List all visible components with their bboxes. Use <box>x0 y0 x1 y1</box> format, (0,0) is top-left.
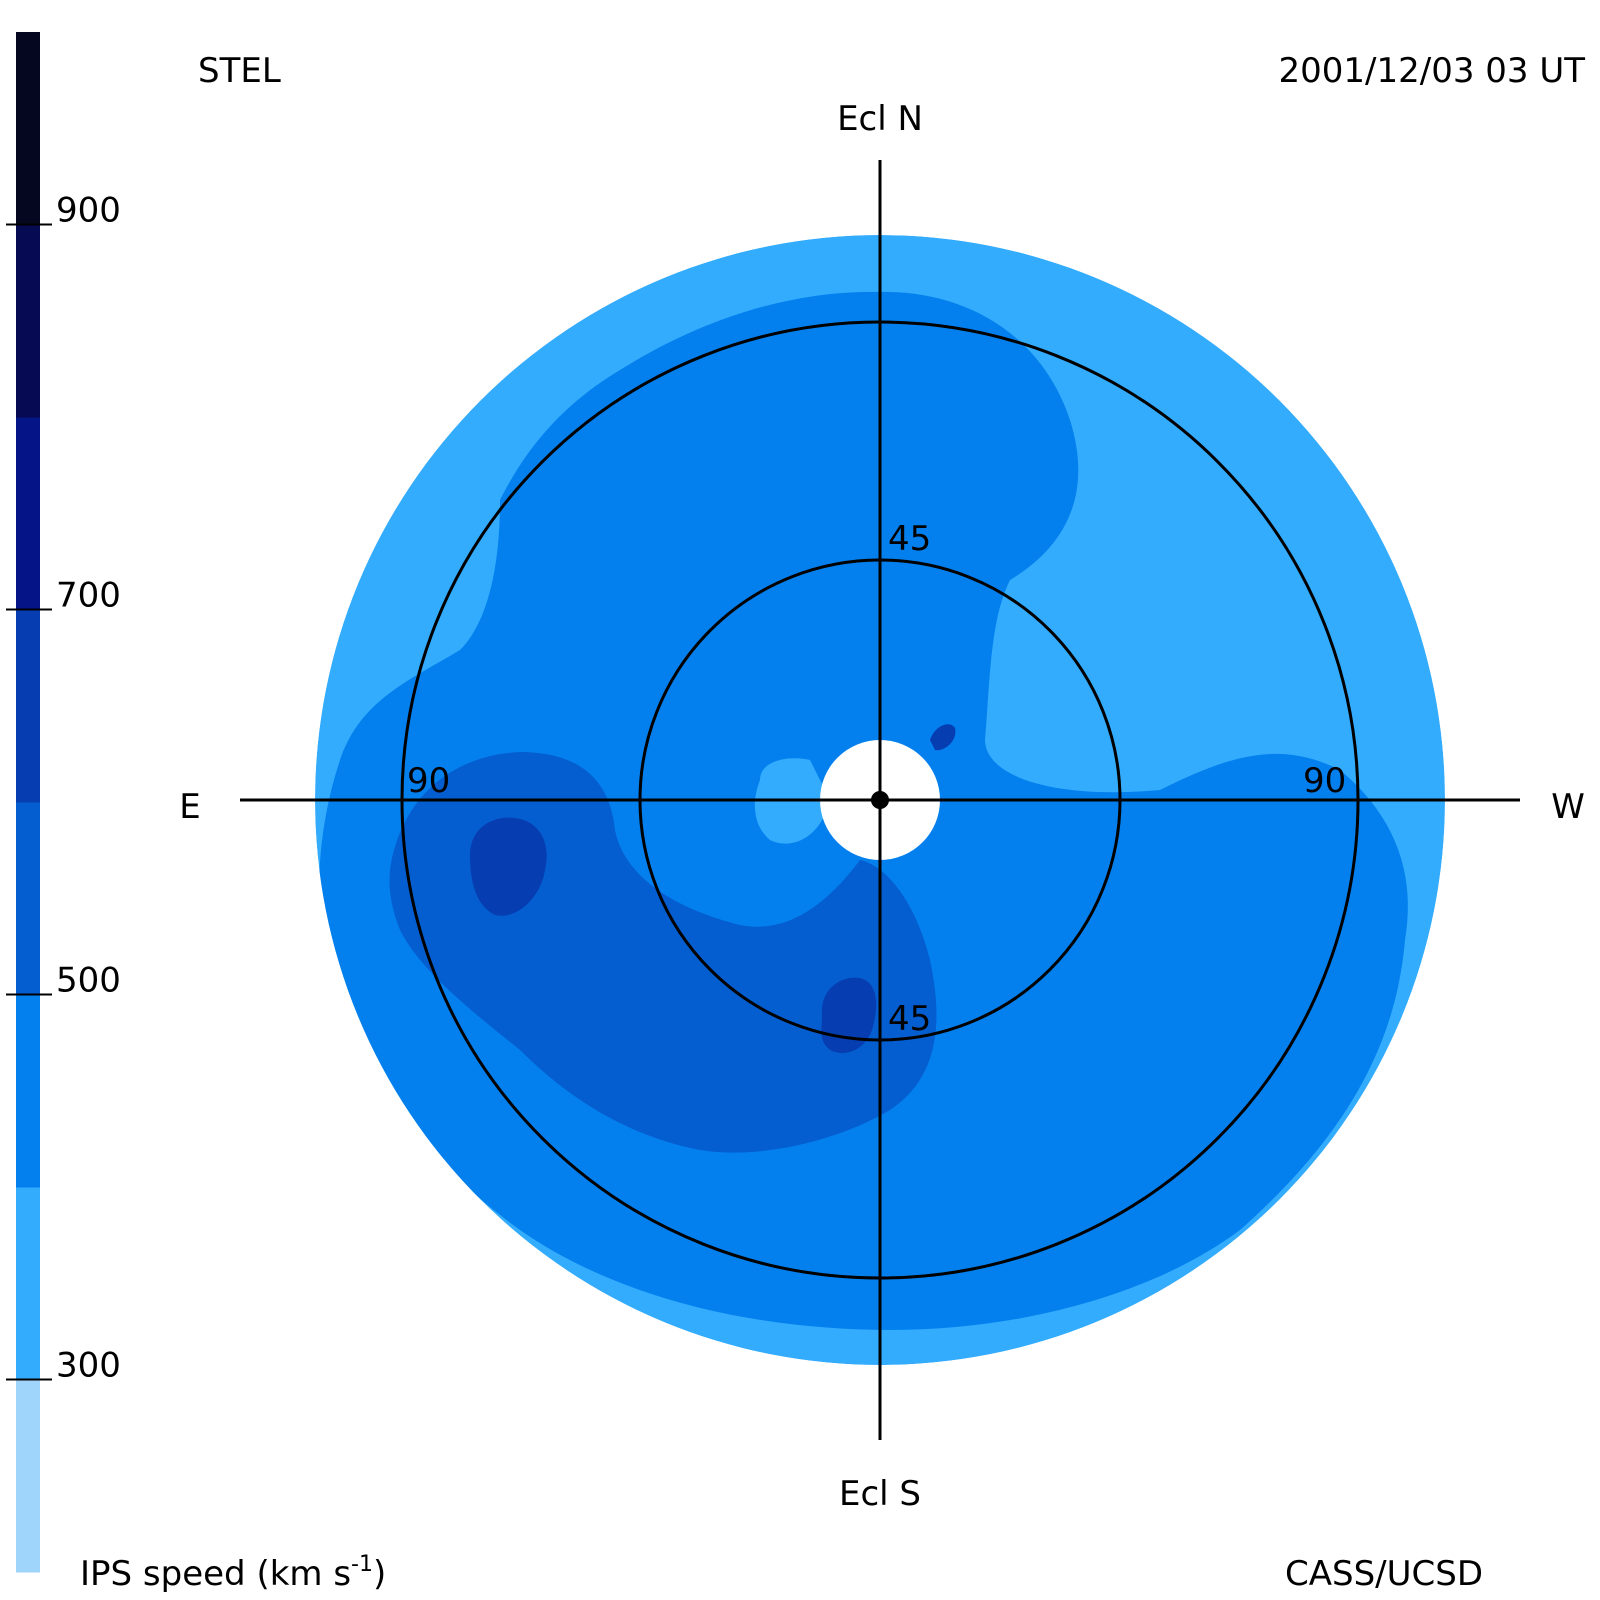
speed-region-fast-spot-north <box>930 724 956 751</box>
colorbar-level-400-500 <box>16 994 40 1188</box>
speed-region-fast-spot-east <box>470 817 547 916</box>
colorbar-tick-label-700: 700 <box>56 576 121 616</box>
colorbar-tick-label-300: 300 <box>56 1346 121 1386</box>
credit-label: CASS/UCSD <box>1285 1554 1483 1594</box>
timestamp-label: 2001/12/03 03 UT <box>1279 51 1586 91</box>
observatory-label: STEL <box>198 51 281 91</box>
ring-45-label-south: 45 <box>888 999 931 1039</box>
colorbar-level-700-800 <box>16 417 40 610</box>
colorbar-level-900-1000 <box>16 32 40 225</box>
colorbar-title-main: IPS speed (km s <box>80 1554 351 1594</box>
direction-west-label: W <box>1551 787 1585 827</box>
colorbar-tick-label-900: 900 <box>56 191 121 231</box>
direction-south-label: Ecl S <box>839 1474 921 1514</box>
ring-90-label-east: 90 <box>407 761 450 801</box>
colorbar-title-close: ) <box>373 1554 386 1594</box>
colorbar <box>16 32 40 1573</box>
speed-region-fast-spot-south <box>821 977 877 1054</box>
ring-90-label-west: 90 <box>1303 761 1346 801</box>
colorbar-title: IPS speed (km s-1) <box>80 1552 386 1594</box>
colorbar-level-300-400 <box>16 1187 40 1380</box>
colorbar-level-600-700 <box>16 609 40 803</box>
colorbar-ticks: 900 700 500 300 <box>6 191 121 1386</box>
ring-45-label-north: 45 <box>888 519 931 559</box>
direction-east-label: E <box>179 787 200 827</box>
colorbar-level-500-600 <box>16 802 40 995</box>
colorbar-tick-label-500: 500 <box>56 961 121 1001</box>
colorbar-level-800-900 <box>16 224 40 418</box>
sun-marker <box>871 791 889 809</box>
colorbar-level-200-300 <box>16 1379 40 1573</box>
colorbar-title-superscript: -1 <box>351 1552 373 1577</box>
direction-north-label: Ecl N <box>837 99 923 139</box>
